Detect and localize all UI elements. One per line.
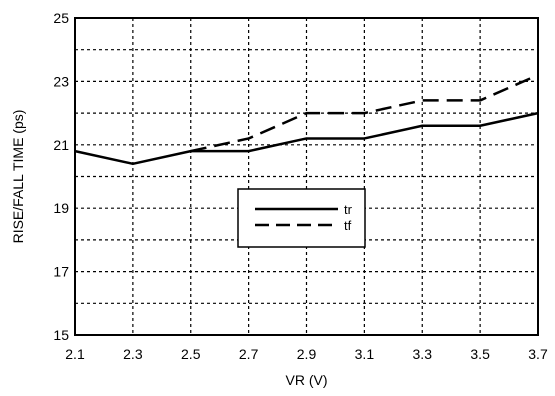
x-axis-title: VR (V) bbox=[286, 372, 328, 388]
legend-label-tf: tf bbox=[344, 218, 352, 233]
y-tick-label: 21 bbox=[53, 137, 69, 153]
y-tick-label: 23 bbox=[53, 73, 69, 89]
series-line-tf bbox=[190, 73, 539, 153]
x-tick-label: 3.5 bbox=[470, 346, 490, 362]
legend-label-tr: tr bbox=[344, 202, 353, 217]
legend-box bbox=[237, 188, 366, 248]
x-tick-label: 2.5 bbox=[181, 346, 201, 362]
plot-frame bbox=[74, 17, 539, 336]
y-tick-label: 17 bbox=[53, 264, 69, 280]
series-line-tr bbox=[74, 111, 539, 166]
x-tick-label: 2.9 bbox=[297, 346, 317, 362]
y-tick-label: 25 bbox=[53, 10, 69, 26]
x-tick-label: 3.3 bbox=[413, 346, 433, 362]
x-tick-label: 3.1 bbox=[355, 346, 375, 362]
y-tick-label: 15 bbox=[53, 327, 69, 343]
grid bbox=[75, 18, 538, 335]
x-tick-label: 3.7 bbox=[528, 346, 548, 362]
x-tick-label: 2.7 bbox=[239, 346, 259, 362]
tick-labels: 2.1 2.3 2.5 2.7 2.9 3.1 3.3 3.5 3.7 15 17 19 21 23 25 bbox=[53, 10, 548, 362]
legend: tr tf bbox=[237, 188, 366, 248]
x-tick-label: 2.3 bbox=[123, 346, 143, 362]
series-layer bbox=[74, 73, 539, 166]
x-tick-label: 2.1 bbox=[65, 346, 85, 362]
y-tick-label: 19 bbox=[53, 200, 69, 216]
y-axis-title: RISE/FALL TIME (ps) bbox=[10, 110, 26, 244]
